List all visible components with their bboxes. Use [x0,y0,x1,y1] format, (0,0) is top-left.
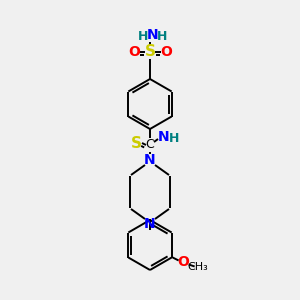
Text: N: N [158,130,170,144]
Text: H: H [138,29,148,43]
Text: C: C [146,139,154,152]
Text: H: H [157,29,167,43]
Text: N: N [147,28,159,42]
Text: S: S [145,44,155,59]
Text: S: S [130,136,142,151]
Text: N: N [144,153,156,167]
Text: O: O [160,45,172,59]
Text: H: H [169,133,179,146]
Text: O: O [128,45,140,59]
Text: O: O [178,254,190,268]
Text: CH₃: CH₃ [187,262,208,272]
Text: N: N [144,217,156,231]
